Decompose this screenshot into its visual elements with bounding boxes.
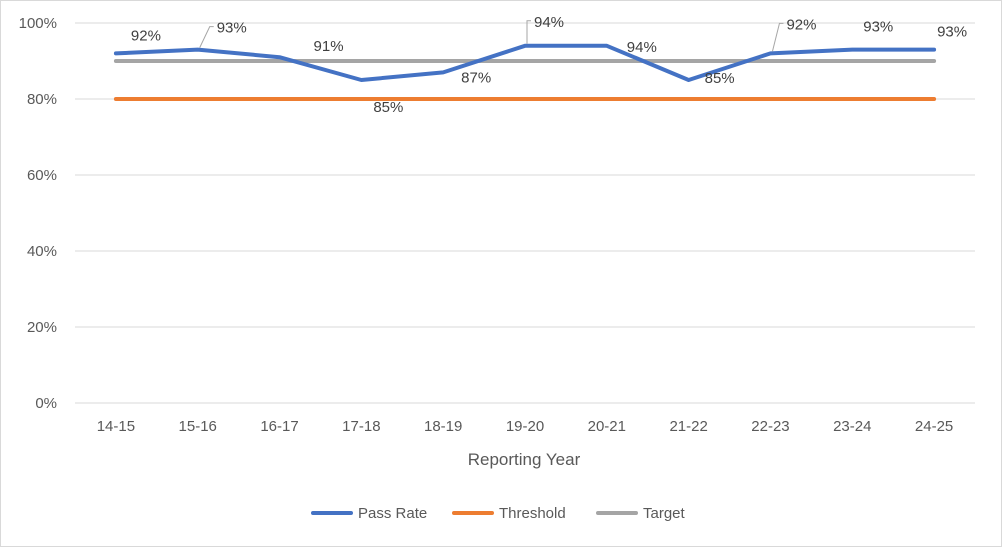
- data-label: 93%: [217, 20, 247, 37]
- gridlines: [75, 22, 975, 404]
- data-label: 91%: [314, 38, 344, 55]
- data-label: 94%: [534, 14, 564, 31]
- x-axis-title: Reporting Year: [468, 450, 581, 469]
- data-label-leader: [526, 20, 531, 44]
- y-tick-label: 0%: [35, 395, 57, 412]
- data-label-leader: [199, 26, 214, 48]
- y-tick-label: 20%: [27, 319, 57, 336]
- legend-item-target: Target: [596, 505, 686, 522]
- legend-label: Pass Rate: [358, 505, 427, 522]
- x-tick-label: 24-25: [915, 418, 953, 435]
- data-label-leader: [771, 22, 784, 52]
- data-label: 93%: [937, 24, 967, 41]
- x-tick-label: 21-22: [669, 418, 707, 435]
- y-tick-label: 60%: [27, 167, 57, 184]
- legend: Pass Rate Threshold Target: [311, 505, 686, 522]
- x-tick-label: 18-19: [424, 418, 462, 435]
- x-tick-label: 22-23: [751, 418, 789, 435]
- data-label: 92%: [786, 16, 816, 33]
- data-label: 92%: [131, 27, 161, 44]
- y-tick-label: 40%: [27, 243, 57, 260]
- data-label: 85%: [373, 99, 403, 116]
- legend-label: Threshold: [499, 505, 566, 522]
- data-label: 93%: [863, 19, 893, 36]
- x-tick-label: 17-18: [342, 418, 380, 435]
- y-tick-label: 100%: [19, 15, 57, 32]
- legend-item-pass-rate: Pass Rate: [311, 505, 427, 522]
- y-tick-label: 80%: [27, 91, 57, 108]
- x-tick-label: 23-24: [833, 418, 871, 435]
- legend-label: Target: [643, 505, 686, 522]
- data-label: 87%: [461, 69, 491, 86]
- y-axis-ticks: 0% 20% 40% 60% 80% 100%: [19, 15, 57, 412]
- data-labels: 92% 93% 91% 85% 87% 94% 94% 85% 92% 93% 93%: [131, 14, 967, 116]
- x-tick-label: 19-20: [506, 418, 544, 435]
- x-tick-label: 14-15: [97, 418, 135, 435]
- series-line-pass-rate: [113, 43, 937, 82]
- data-label: 85%: [705, 70, 735, 87]
- x-tick-label: 16-17: [260, 418, 298, 435]
- x-axis-ticks: 14-15 15-16 16-17 17-18 18-19 19-20 20-21 21-22…: [97, 418, 954, 435]
- x-tick-label: 20-21: [588, 418, 626, 435]
- series-lines: [113, 43, 937, 101]
- legend-item-threshold: Threshold: [452, 505, 566, 522]
- data-label: 94%: [627, 39, 657, 56]
- x-tick-label: 15-16: [179, 418, 217, 435]
